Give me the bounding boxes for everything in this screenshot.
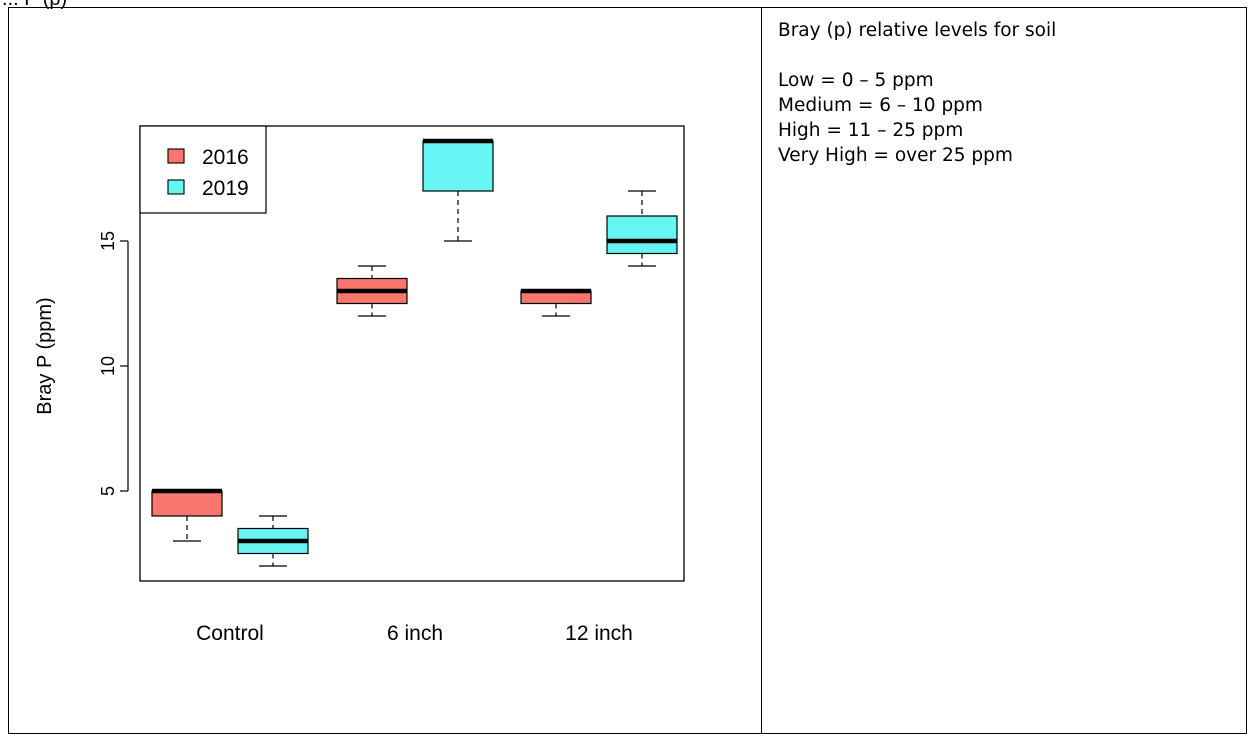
box-iqr xyxy=(422,140,494,192)
x-axis-labels: Control 6 inch 12 inch xyxy=(196,622,633,645)
level-low: Low = 0 – 5 ppm xyxy=(778,70,934,91)
plot-frame xyxy=(139,125,685,582)
level-very-high: Very High = over 25 ppm xyxy=(778,145,1013,166)
levels-title: Bray (p) relative levels for soil xyxy=(778,20,1057,41)
y-axis-label: Bray P (ppm) xyxy=(34,297,56,414)
box-2016-12-inch xyxy=(520,288,592,317)
y-tick-label-5: 5 xyxy=(98,486,118,496)
chart-cell: 5 10 15 Bray P (ppm) Control 6 inch 12 inch … xyxy=(8,7,762,734)
legend-swatch-2016 xyxy=(167,148,185,164)
box-iqr xyxy=(151,490,223,517)
box-2016-6-inch xyxy=(336,265,408,317)
x-tick-label-6-inch: 6 inch xyxy=(387,622,443,645)
level-medium: Medium = 6 – 10 ppm xyxy=(778,95,983,116)
box-2019-12-inch xyxy=(606,190,678,267)
box-2019-6-inch xyxy=(422,138,494,242)
x-tick-label-control: Control xyxy=(196,622,264,645)
boxes-group xyxy=(151,138,678,567)
box-2019-control xyxy=(237,515,309,567)
legend-label-2019: 2019 xyxy=(202,177,249,200)
legend-label-2016: 2016 xyxy=(202,146,249,169)
layout-table: 5 10 15 Bray P (ppm) Control 6 inch 12 inch … xyxy=(8,7,1247,734)
y-axis: 5 10 15 xyxy=(98,231,129,496)
levels-info: Bray (p) relative levels for soil Low = … xyxy=(778,18,1056,168)
box-iqr xyxy=(606,215,678,255)
legend: 2016 2019 xyxy=(139,125,267,214)
x-tick-label-12-inch: 12 inch xyxy=(565,622,633,645)
info-cell: Bray (p) relative levels for soil Low = … xyxy=(761,7,1247,734)
legend-swatch-2019 xyxy=(167,179,185,195)
y-tick-label-15: 15 xyxy=(98,231,118,251)
y-tick-label-10: 10 xyxy=(98,356,118,376)
legend-frame xyxy=(139,125,267,214)
level-high: High = 11 – 25 ppm xyxy=(778,120,964,141)
box-2016-control xyxy=(151,488,223,542)
document-heading-fragment: ... P (p) xyxy=(2,0,67,11)
